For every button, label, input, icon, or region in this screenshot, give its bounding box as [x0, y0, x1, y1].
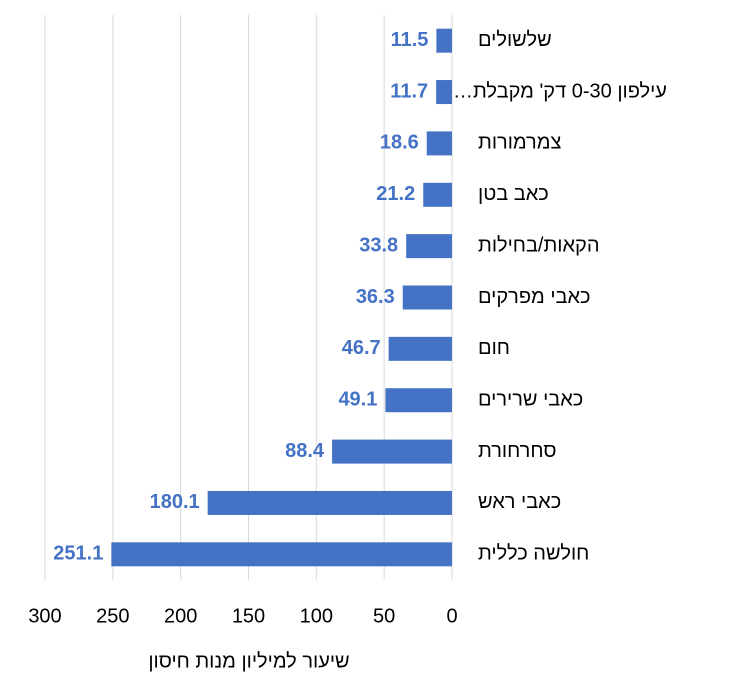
value-label: 251.1 — [53, 543, 103, 565]
y-tick-label: חולשה כללית — [478, 543, 589, 565]
x-tick-label: 50 — [373, 605, 395, 627]
bar — [388, 336, 452, 361]
bar — [207, 490, 452, 515]
y-tick-label: כאבי שרירים — [478, 389, 583, 411]
y-tick-label: סחרחורת — [478, 440, 556, 462]
value-label: 49.1 — [338, 389, 377, 411]
bar — [111, 542, 452, 567]
x-tick-label: 250 — [96, 605, 129, 627]
bar — [332, 439, 452, 464]
y-tick-label: צמרמורות — [478, 132, 561, 154]
value-label: 180.1 — [150, 491, 200, 513]
y-tick-label: כאב בטן — [478, 183, 549, 205]
y-tick-label: חום — [478, 337, 510, 359]
y-tick-label: כאבי מפרקים — [478, 286, 591, 308]
value-label: 21.2 — [376, 183, 415, 205]
value-label: 11.7 — [390, 80, 428, 102]
y-tick-label: הקאות/בחילות — [478, 234, 600, 256]
value-label: 46.7 — [342, 337, 381, 359]
bar — [402, 285, 452, 310]
x-tick-label: 100 — [300, 605, 333, 627]
value-label: 33.8 — [359, 234, 398, 256]
bar — [436, 80, 452, 105]
y-tick-label: עילפון 0-30 דק' מקבלת… — [453, 80, 667, 102]
bar — [436, 28, 452, 53]
bar — [406, 234, 452, 259]
bar — [423, 182, 452, 207]
y-tick-label: שלשולים — [478, 29, 552, 51]
bar — [426, 131, 452, 156]
x-tick-label: 200 — [164, 605, 197, 627]
x-tick-label: 300 — [28, 605, 61, 627]
x-axis-title: שיעור למיליון מנות חיסון — [148, 650, 349, 672]
value-label: 11.5 — [391, 29, 429, 51]
value-label: 18.6 — [380, 132, 419, 154]
value-label: 88.4 — [285, 440, 325, 462]
x-tick-label: 0 — [446, 605, 457, 627]
value-label: 36.3 — [356, 286, 395, 308]
x-tick-label: 150 — [232, 605, 265, 627]
y-tick-label: כאבי ראש — [478, 491, 561, 513]
bar — [385, 388, 452, 413]
